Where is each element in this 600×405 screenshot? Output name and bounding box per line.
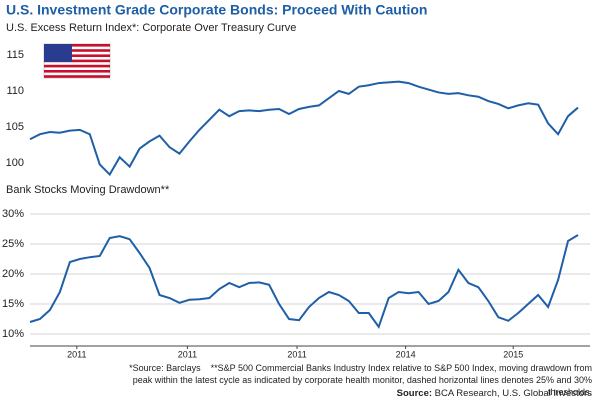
source: Source: BCA Research, U.S. Global Invest… xyxy=(397,388,592,399)
source-label: Source: xyxy=(396,388,433,399)
x-tick-label: 2015 xyxy=(503,349,523,359)
page-title: U.S. Investment Grade Corporate Bonds: P… xyxy=(6,2,427,18)
y-tick-label: 110 xyxy=(6,85,24,97)
y-tick-label: 105 xyxy=(6,121,24,133)
y-tick-label: 100 xyxy=(6,157,24,169)
y-tick-label: 20% xyxy=(2,268,24,280)
x-tick-label: 2011 xyxy=(178,349,197,359)
x-tick-label: 2011 xyxy=(67,349,86,359)
y-tick-label: 115 xyxy=(6,49,24,61)
y-tick-label: 10% xyxy=(2,328,24,340)
y-tick-label: 30% xyxy=(2,208,24,220)
data-line xyxy=(29,80,579,177)
chart-subtitle: Bank Stocks Moving Drawdown** xyxy=(6,184,170,196)
chart-subtitle: U.S. Excess Return Index*: Corporate Ove… xyxy=(6,22,296,34)
y-tick-label: 15% xyxy=(2,298,24,310)
footnote: **S&P 500 Commercial Banks Industry Inde… xyxy=(132,363,592,397)
x-tick-label: 2014 xyxy=(396,349,416,359)
footnote: *Source: Barclays xyxy=(129,363,201,373)
source-text: BCA Research, U.S. Global Investors xyxy=(434,388,592,399)
footnotes: *Source: Barclays **S&P 500 Commercial B… xyxy=(122,362,592,398)
data-line xyxy=(29,234,579,329)
x-tick-label: 2011 xyxy=(287,349,306,359)
us-flag xyxy=(43,43,111,79)
y-tick-label: 25% xyxy=(2,238,24,250)
